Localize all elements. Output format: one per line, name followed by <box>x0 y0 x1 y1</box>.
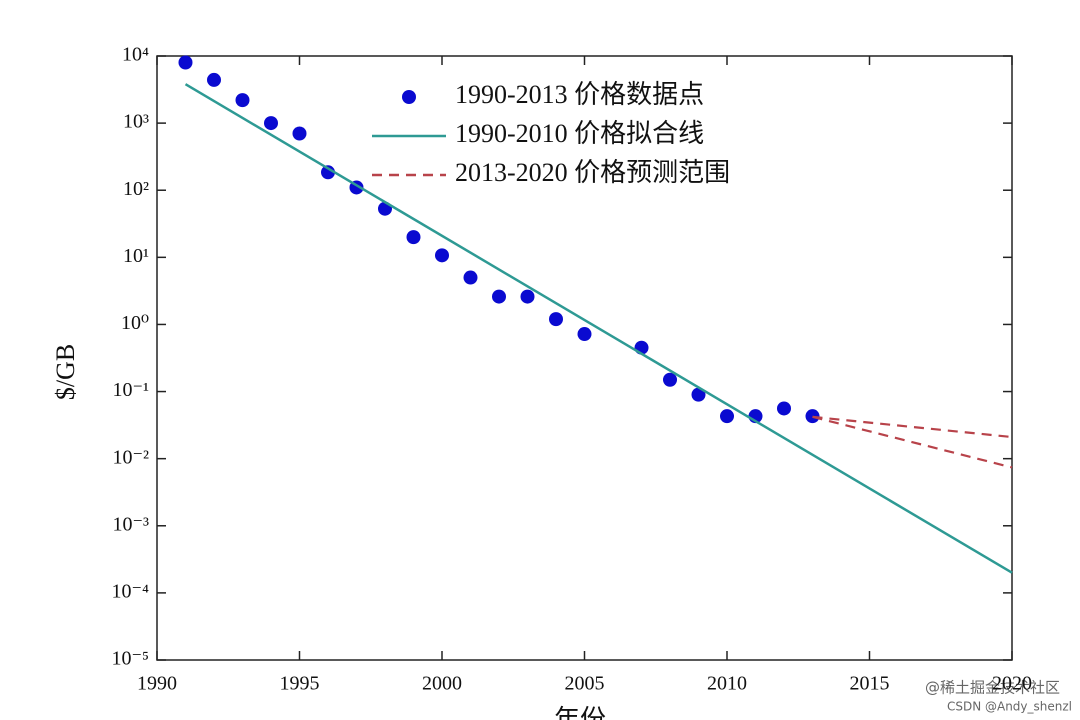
legend-marker <box>402 90 416 104</box>
y-tick-label: 10⁻³ <box>112 513 149 535</box>
data-point <box>720 409 734 424</box>
x-tick-label: 2010 <box>707 673 747 695</box>
data-point <box>577 327 592 342</box>
y-tick-label: 10² <box>123 178 149 200</box>
y-tick-label: 10³ <box>123 111 149 133</box>
data-point <box>549 312 563 327</box>
y-tick-label: 10⁻⁴ <box>111 580 149 602</box>
x-tick-label: 2000 <box>422 673 462 695</box>
fit-line <box>184 83 1013 574</box>
data-point <box>463 270 478 285</box>
x-tick-label: 2015 <box>850 673 890 695</box>
y-tick-label: 10¹ <box>123 245 149 267</box>
data-point <box>321 165 335 180</box>
x-tick-label: 2020 <box>992 673 1032 695</box>
x-axis-label: 年份 <box>554 705 606 720</box>
data-point <box>264 116 278 131</box>
legend-label: 2013-2020 价格预测范围 <box>455 158 730 187</box>
watermark: @稀土掘金技术社区 <box>925 679 1060 697</box>
y-tick-label: 10⁻¹ <box>112 379 149 401</box>
data-point <box>292 126 307 141</box>
forecast-line <box>812 415 1013 439</box>
legend-label: 1990-2010 价格拟合线 <box>455 119 704 148</box>
y-tick-label: 10⁰ <box>121 312 149 334</box>
data-point <box>777 401 791 416</box>
data-point <box>178 55 193 70</box>
y-tick-label: 10⁴ <box>122 44 149 66</box>
data-point <box>663 372 677 387</box>
data-point <box>235 93 250 108</box>
y-tick-label: 10⁻² <box>112 446 149 468</box>
data-point <box>406 230 421 245</box>
x-tick-label: 1990 <box>137 673 177 695</box>
legend-label: 1990-2013 价格数据点 <box>455 80 704 109</box>
y-axis-label: $/GB <box>51 344 80 400</box>
data-point <box>805 409 820 424</box>
x-tick-label: 2005 <box>565 673 605 695</box>
y-tick-label: 10⁻⁵ <box>111 648 149 670</box>
forecast-line <box>812 415 1013 469</box>
data-point <box>691 387 706 402</box>
data-point <box>520 289 535 304</box>
data-point <box>492 289 506 304</box>
data-point <box>207 72 221 87</box>
x-tick-label: 1995 <box>280 673 320 695</box>
watermark: CSDN @Andy_shenzl <box>947 700 1072 714</box>
data-point <box>435 248 449 263</box>
